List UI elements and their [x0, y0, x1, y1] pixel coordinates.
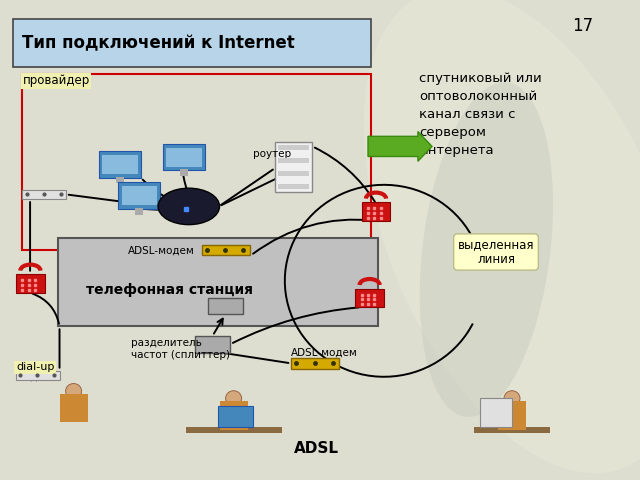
Text: хаб: хаб — [179, 199, 198, 209]
Text: роутер: роутер — [253, 149, 291, 158]
Bar — [180, 169, 188, 176]
Bar — [291, 358, 339, 369]
Bar — [163, 144, 205, 170]
Bar — [220, 401, 248, 430]
Ellipse shape — [420, 82, 553, 417]
Text: разделитель
частот (сплиттер): разделитель частот (сплиттер) — [131, 338, 230, 360]
FancyArrow shape — [368, 132, 432, 161]
Bar — [208, 298, 243, 314]
Text: ADSL-модем: ADSL-модем — [128, 246, 195, 255]
Bar — [58, 238, 378, 326]
Text: модем: модем — [22, 190, 58, 200]
Bar — [480, 398, 512, 427]
Bar — [136, 208, 143, 215]
Bar — [278, 145, 309, 150]
Ellipse shape — [504, 391, 520, 406]
Ellipse shape — [158, 188, 220, 225]
Bar — [275, 142, 312, 192]
Ellipse shape — [66, 384, 82, 399]
Bar — [278, 184, 309, 189]
Text: dial-up: dial-up — [16, 362, 54, 372]
Ellipse shape — [364, 0, 640, 473]
Bar — [498, 401, 526, 430]
Bar — [116, 177, 124, 183]
Bar — [195, 336, 230, 353]
Bar — [166, 148, 202, 167]
Bar — [99, 151, 141, 178]
Text: ADSL: ADSL — [294, 441, 339, 456]
Text: Тип подключений к Internet: Тип подключений к Internet — [22, 34, 295, 52]
Ellipse shape — [226, 391, 242, 406]
Bar — [122, 186, 157, 205]
Bar — [22, 74, 371, 250]
Text: спутниковый или
оптоволоконный
канал связи с
сервером
Интернета: спутниковый или оптоволоконный канал свя… — [419, 72, 542, 157]
Bar — [278, 171, 309, 176]
Text: ADSL-модем: ADSL-модем — [291, 348, 358, 358]
Bar — [60, 394, 88, 422]
Bar — [474, 427, 550, 433]
Bar — [16, 371, 60, 380]
Bar — [13, 19, 371, 67]
Bar — [22, 190, 66, 199]
Bar — [118, 182, 160, 209]
Text: телефонная станция: телефонная станция — [86, 283, 253, 298]
Bar — [16, 275, 45, 293]
Text: выделенная
линия: выделенная линия — [458, 238, 534, 266]
Bar — [102, 155, 138, 174]
Bar — [362, 203, 390, 221]
Bar — [186, 427, 282, 433]
Text: провайдер: провайдер — [22, 74, 90, 87]
Text: модем: модем — [16, 372, 52, 382]
Bar — [218, 406, 253, 427]
Bar — [278, 158, 309, 163]
Bar — [355, 289, 384, 307]
Bar — [202, 245, 250, 255]
Text: 17: 17 — [572, 17, 593, 36]
